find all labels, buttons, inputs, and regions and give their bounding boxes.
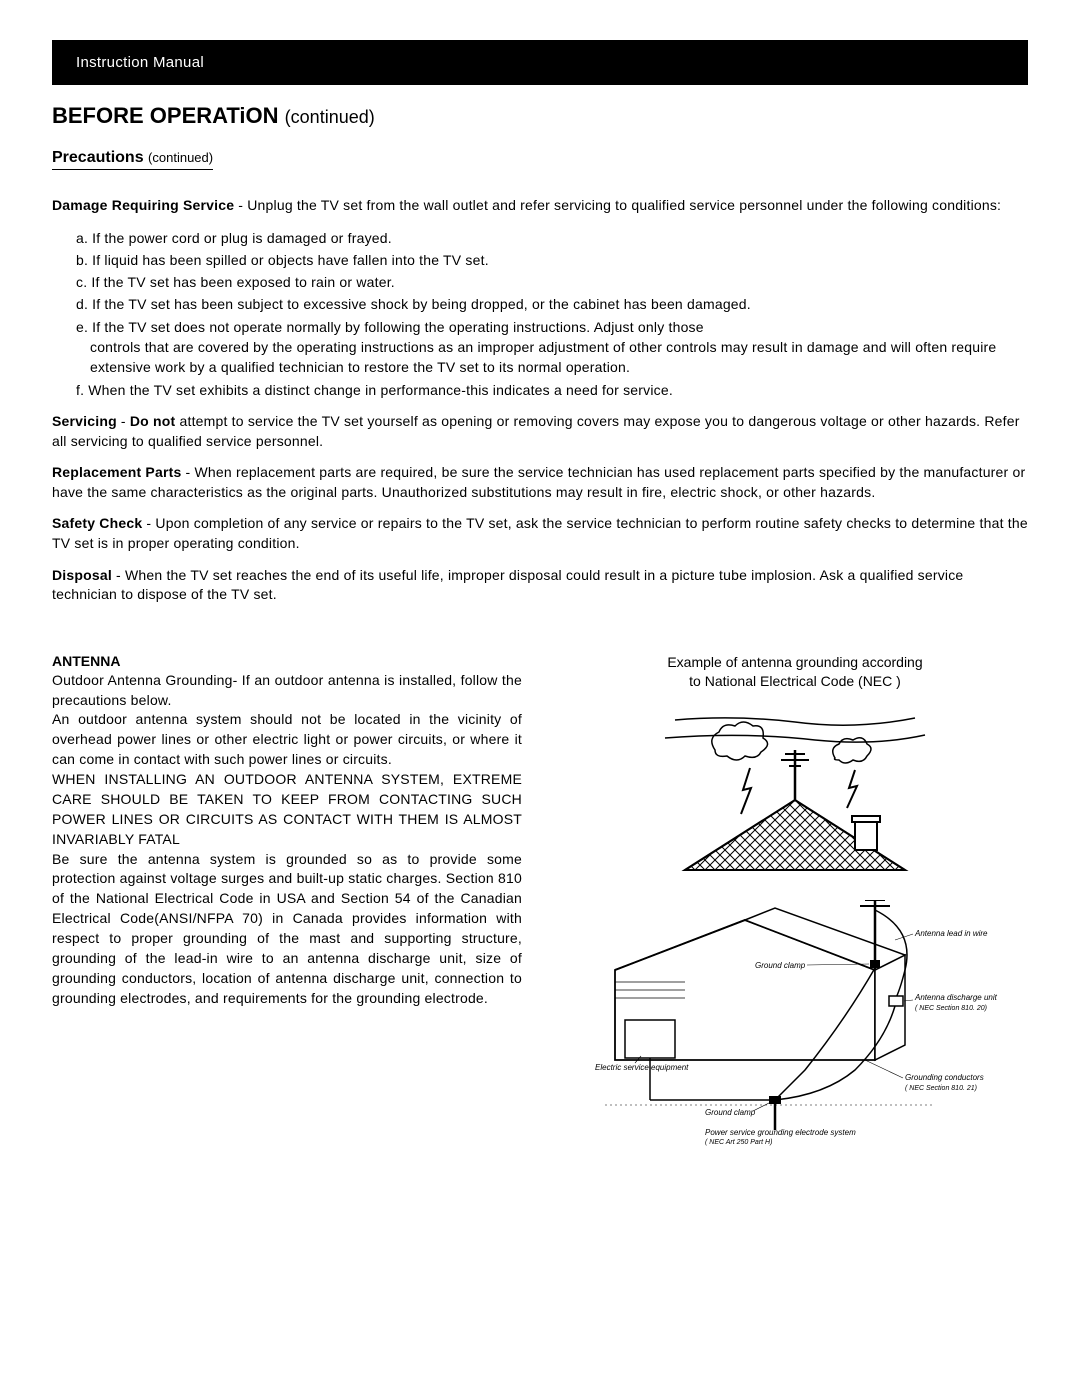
disposal-paragraph: Disposal - When the TV set reaches the e… (52, 566, 1028, 605)
figure-caption: Example of antenna grounding according t… (562, 653, 1028, 692)
precautions-heading: Precautions (continued) (52, 149, 1028, 188)
figure-caption-line1: Example of antenna grounding according (667, 654, 922, 670)
list-item: b. If liquid has been spilled or objects… (76, 250, 1028, 270)
replacement-bold: Replacement Parts (52, 464, 181, 480)
label-electrode-code: ( NEC Art 250 Part H) (705, 1139, 772, 1146)
label-ground-clamp-bottom: Ground clamp (705, 1108, 756, 1117)
damage-lead-rest: - Unplug the TV set from the wall outlet… (234, 197, 1001, 213)
list-item-text: e. If the TV set does not operate normal… (76, 319, 704, 335)
antenna-p1: Outdoor Antenna Grounding- If an outdoor… (52, 671, 522, 711)
replacement-rest: - When replacement parts are required, b… (52, 464, 1025, 500)
grounding-diagram: Ground clamp Antenna lead in wire Antenn… (575, 900, 1015, 1150)
disposal-bold: Disposal (52, 567, 112, 583)
label-conductors: Grounding conductors (905, 1073, 984, 1082)
antenna-p4: Be sure the antenna system is grounded s… (52, 850, 522, 1009)
label-ground-clamp-top: Ground clamp (755, 961, 806, 970)
list-item-text: b. If liquid has been spilled or objects… (76, 252, 489, 268)
list-item-text: a. If the power cord or plug is damaged … (76, 230, 392, 246)
list-item: f. When the TV set exhibits a distinct c… (76, 380, 1028, 400)
safety-paragraph: Safety Check - Upon completion of any se… (52, 514, 1028, 553)
list-item: e. If the TV set does not operate normal… (76, 317, 1028, 378)
document-page: Instruction Manual BEFORE OPERATiON (con… (0, 0, 1080, 1190)
section-title-continued: (continued) (285, 107, 375, 127)
replacement-paragraph: Replacement Parts - When replacement par… (52, 463, 1028, 502)
figure-column: Example of antenna grounding according t… (562, 653, 1028, 1150)
list-item-text: c. If the TV set has been exposed to rai… (76, 274, 395, 290)
label-discharge-unit: Antenna discharge unit (914, 993, 998, 1002)
precautions-label: Precautions (52, 149, 144, 166)
label-discharge-unit-code: ( NEC Section 810. 20) (915, 1005, 987, 1012)
disposal-rest: - When the TV set reaches the end of its… (52, 567, 963, 603)
antenna-heading: ANTENNA (52, 653, 522, 669)
two-column-section: ANTENNA Outdoor Antenna Grounding- If an… (52, 653, 1028, 1150)
antenna-p2: An outdoor antenna system should not be … (52, 710, 522, 770)
damage-list: a. If the power cord or plug is damaged … (52, 228, 1028, 400)
section-title-main: BEFORE OPERATiON (52, 103, 279, 128)
safety-rest: - Upon completion of any service or repa… (52, 515, 1028, 551)
list-item: c. If the TV set has been exposed to rai… (76, 272, 1028, 292)
damage-lead-bold: Damage Requiring Service (52, 197, 234, 213)
header-label: Instruction Manual (76, 54, 204, 71)
antenna-p3: WHEN INSTALLING AN OUTDOOR ANTENNA SYSTE… (52, 770, 522, 850)
precautions-continued: (continued) (148, 150, 213, 165)
servicing-bold1: Servicing (52, 413, 117, 429)
list-item: d. If the TV set has been subject to exc… (76, 294, 1028, 314)
servicing-sep: - (117, 413, 130, 429)
diagram-container: Ground clamp Antenna lead in wire Antenn… (562, 710, 1028, 1150)
header-bar: Instruction Manual (52, 40, 1028, 85)
list-item-text: f. When the TV set exhibits a distinct c… (76, 382, 673, 398)
storm-house-diagram (655, 710, 935, 880)
servicing-bold2: Do not (130, 413, 176, 429)
list-item-continuation: controls that are covered by the operati… (76, 337, 1028, 378)
label-service-equipment: Electric service equipment (595, 1063, 689, 1072)
antenna-column: ANTENNA Outdoor Antenna Grounding- If an… (52, 653, 522, 1150)
servicing-paragraph: Servicing - Do not attempt to service th… (52, 412, 1028, 451)
list-item: a. If the power cord or plug is damaged … (76, 228, 1028, 248)
figure-caption-line2: to National Electrical Code (NEC ) (689, 673, 901, 689)
list-item-text: d. If the TV set has been subject to exc… (76, 296, 751, 312)
label-antenna-lead: Antenna lead in wire (914, 929, 988, 938)
damage-paragraph: Damage Requiring Service - Unplug the TV… (52, 196, 1028, 216)
label-conductors-code: ( NEC Section 810. 21) (905, 1085, 977, 1092)
label-electrode: Power service grounding electrode system (705, 1128, 856, 1137)
servicing-rest: attempt to service the TV set yourself a… (52, 413, 1020, 449)
section-title: BEFORE OPERATiON (continued) (52, 103, 1028, 129)
safety-bold: Safety Check (52, 515, 142, 531)
